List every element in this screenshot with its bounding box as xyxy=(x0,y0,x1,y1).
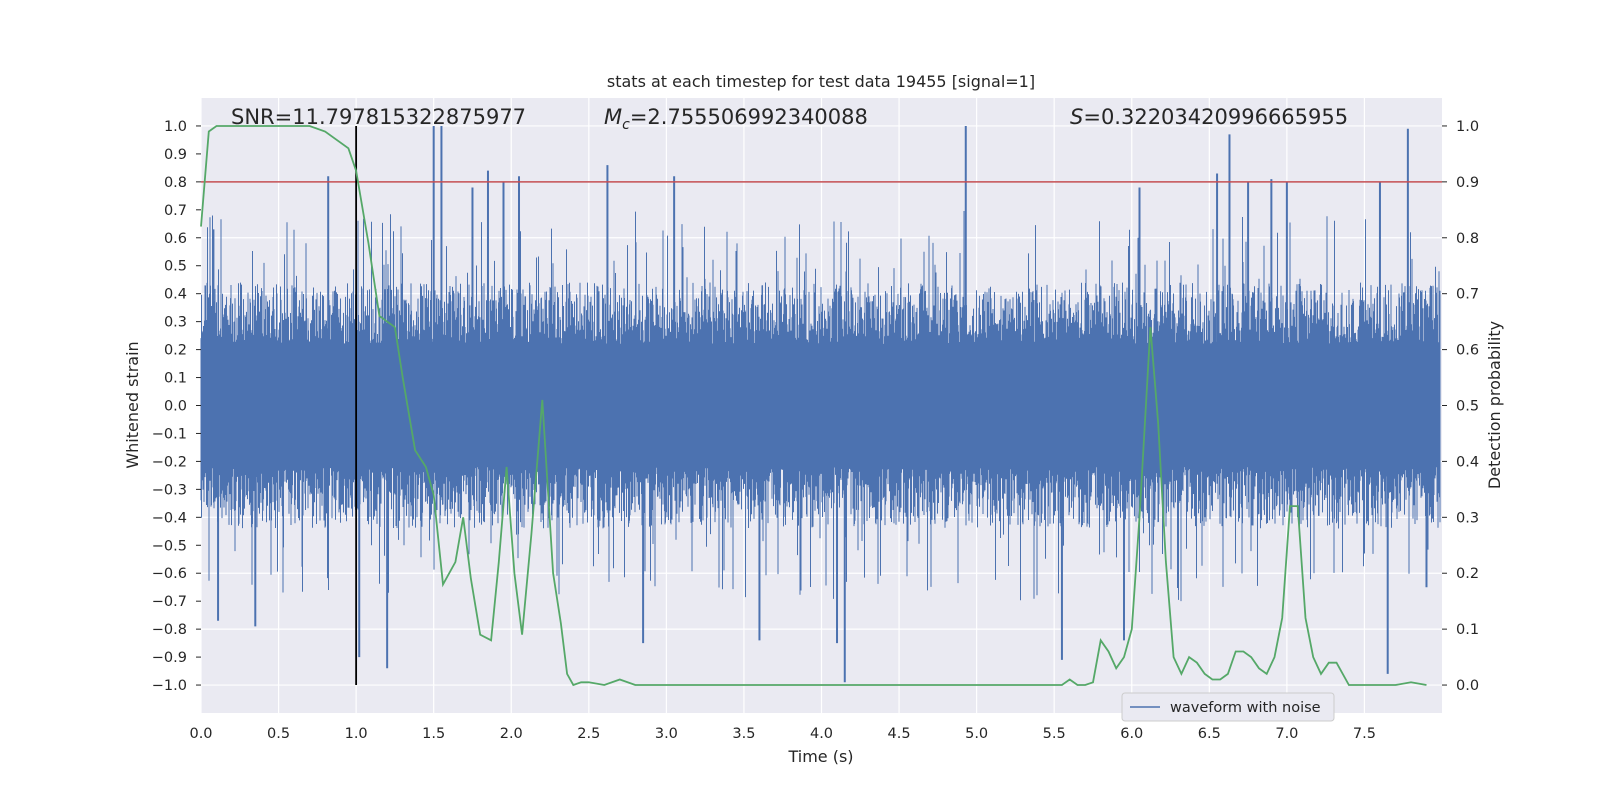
x-tick-label: 7.5 xyxy=(1353,726,1376,742)
snr-annotation: SNR=11.797815322875977 xyxy=(231,105,526,129)
y2-tick-label: 0.8 xyxy=(1456,231,1479,247)
y2-tick-label: 0.1 xyxy=(1456,622,1479,638)
x-tick-label: 5.5 xyxy=(1043,726,1066,742)
y2-tick-label: 0.7 xyxy=(1456,287,1479,303)
y2-tick-label: 0.2 xyxy=(1456,566,1479,582)
y2-tick-labels: 1.0 0.9 0.8 0.7 0.6 0.5 0.4 0.3 0.2 0.1 0.0 xyxy=(1442,119,1479,694)
y-tick-label: −0.9 xyxy=(152,650,187,666)
chirp-mass-annotation: Mc=2.755506992340088 xyxy=(604,105,868,133)
x-tick-label: 6.5 xyxy=(1198,726,1221,742)
y-tick-label: 0.6 xyxy=(164,231,187,247)
x-tick-label: 3.5 xyxy=(732,726,755,742)
x-tick-label: 4.5 xyxy=(888,726,911,742)
y-tick-label: 0.8 xyxy=(164,175,187,191)
y-tick-label: −0.7 xyxy=(152,594,187,610)
y-tick-label: −1.0 xyxy=(152,678,187,694)
x-tick-label: 3.0 xyxy=(655,726,678,742)
y-tick-label: 0.4 xyxy=(164,287,187,303)
x-tick-label: 2.5 xyxy=(577,726,600,742)
x-tick-label: 1.5 xyxy=(422,726,445,742)
y2-tick-label: 0.6 xyxy=(1456,343,1479,359)
x-tick-label: 0.0 xyxy=(189,726,212,742)
y-tick-label: 0.2 xyxy=(164,343,187,359)
legend-box xyxy=(1121,692,1335,722)
y-tick-label: −0.1 xyxy=(152,426,187,442)
y-tick-label: 0.3 xyxy=(164,315,187,331)
y2-tick-label: 0.0 xyxy=(1456,678,1479,694)
y2-tick-label: 1.0 xyxy=(1456,119,1479,135)
x-tick-label: 1.0 xyxy=(345,726,368,742)
y-tick-label: −0.3 xyxy=(152,482,187,498)
y2-tick-label: 0.4 xyxy=(1456,454,1479,470)
s-annotation: S=0.32203420996665955 xyxy=(1070,105,1348,129)
x-tick-label: 7.0 xyxy=(1275,726,1298,742)
waveform-noise-trace xyxy=(200,211,1441,602)
y2-axis-label: Detection probability xyxy=(1485,321,1504,489)
y-tick-label: −0.4 xyxy=(152,510,187,526)
chart-title: stats at each timestep for test data 194… xyxy=(607,72,1035,91)
y-tick-label: 0.0 xyxy=(164,399,187,415)
detection-probability-series xyxy=(200,125,1427,687)
x-axis-label: Time (s) xyxy=(787,747,853,766)
x-tick-labels: 0.0 0.5 1.0 1.5 2.0 2.5 3.0 3.5 4.0 4.5 5.0 5.5 6.0 6… xyxy=(189,726,1376,742)
legend: waveform with noise xyxy=(1121,692,1335,722)
y2-tick-label: 0.5 xyxy=(1456,399,1479,415)
x-tick-label: 4.0 xyxy=(810,726,833,742)
y-tick-label: −0.6 xyxy=(152,566,187,582)
y-tick-label: −0.5 xyxy=(152,538,187,554)
y-tick-label: −0.8 xyxy=(152,622,187,638)
y-tick-labels: 1.0 0.9 0.8 0.7 0.6 0.5 0.4 0.3 0.2 0.1 0.0 −0.1 −0.… xyxy=(152,119,201,694)
legend-label: waveform with noise xyxy=(1170,700,1321,716)
x-tick-label: 5.0 xyxy=(965,726,988,742)
y-tick-label: 0.1 xyxy=(164,371,187,387)
y2-tick-label: 0.9 xyxy=(1456,175,1479,191)
y-tick-label: 0.9 xyxy=(164,147,187,163)
y-tick-label: 0.5 xyxy=(164,259,187,275)
probability-line xyxy=(200,125,1427,687)
y-axis-label: Whitened strain xyxy=(123,341,142,468)
y2-tick-label: 0.3 xyxy=(1456,510,1479,526)
x-tick-label: 6.0 xyxy=(1120,726,1143,742)
x-tick-label: 0.5 xyxy=(267,726,290,742)
y-tick-label: 0.7 xyxy=(164,203,187,219)
y-tick-label: −0.2 xyxy=(152,454,187,470)
waveform-series xyxy=(200,125,1441,683)
y-tick-label: 1.0 xyxy=(164,119,187,135)
x-tick-label: 2.0 xyxy=(500,726,523,742)
